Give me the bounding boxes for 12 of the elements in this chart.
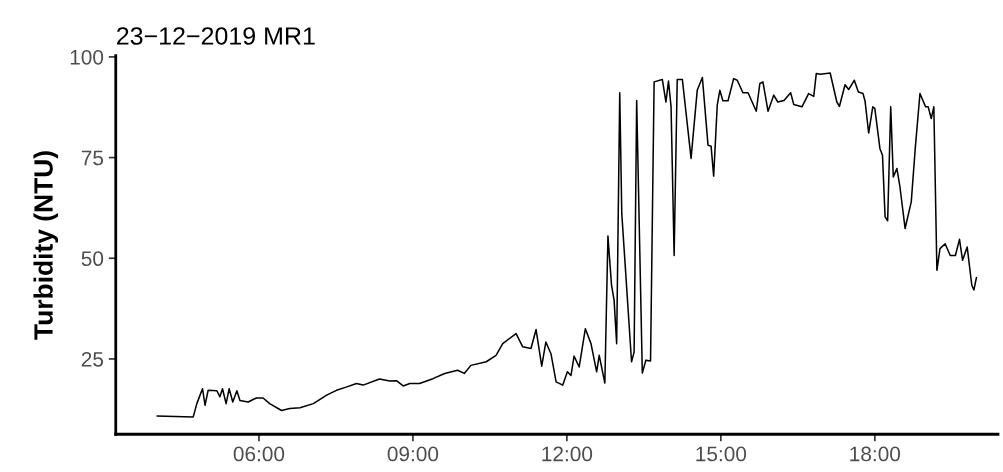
y-axis-title: Turbidity (NTU) [33,151,59,340]
x-tick-label: 18:00 [850,446,901,462]
y-tick-label: 100 [70,49,104,65]
y-tick-label: 25 [81,351,104,367]
y-tick-label: 75 [81,150,104,166]
x-tick-label: 06:00 [233,446,285,462]
x-tick-label: 12:00 [542,446,593,462]
y-tick-label: 50 [81,251,104,267]
x-tick-label: 09:00 [387,446,439,462]
line-series [156,72,978,418]
x-tick-label: 15:00 [696,446,747,462]
chart-title: 23−12−2019 MR1 [117,27,315,45]
